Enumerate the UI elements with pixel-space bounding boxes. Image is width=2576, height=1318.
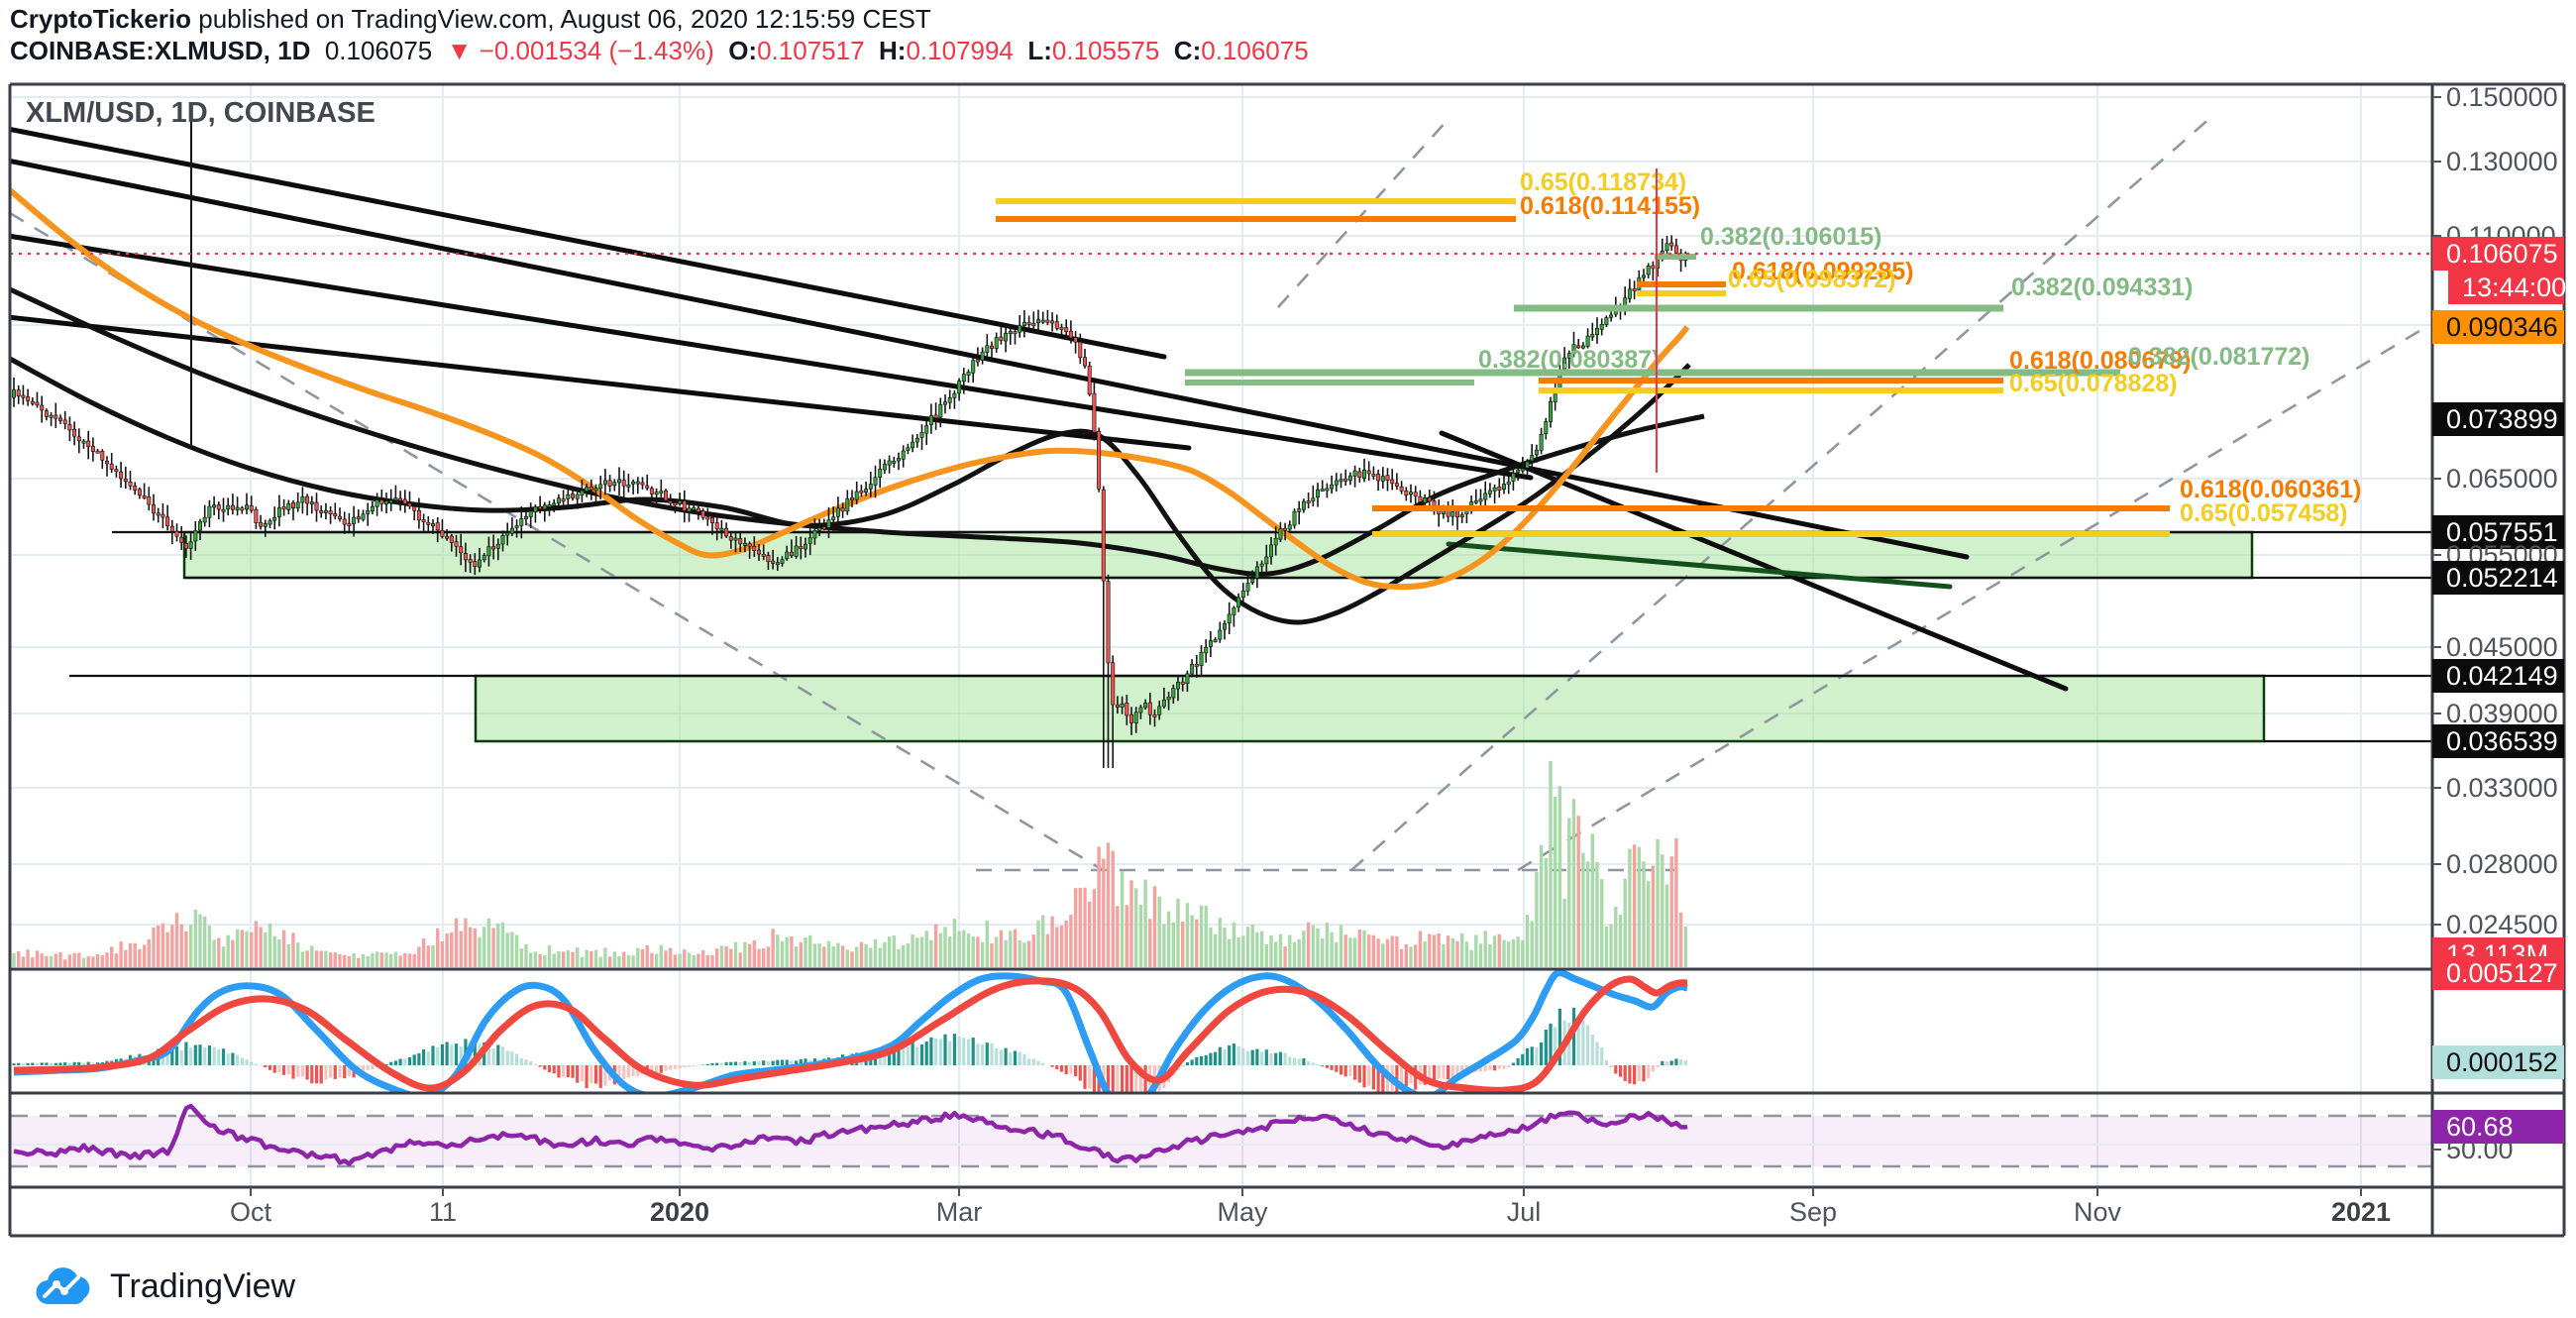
price-axis-label: 13:44:00: [2462, 273, 2566, 302]
price-axis-label: 0.073899: [2446, 404, 2558, 434]
macd-pane: [12, 969, 1688, 1093]
price-axis-label: 60.68: [2446, 1112, 2514, 1142]
publish-header: CryptoTickerio published on TradingView.…: [10, 4, 931, 35]
time-axis-label: Nov: [2074, 1197, 2122, 1227]
time-axis-label: Oct: [230, 1197, 272, 1227]
time-axis-label: Sep: [1789, 1197, 1837, 1227]
low-value: 0.105575: [1051, 36, 1160, 65]
time-axis-label: 2020: [650, 1197, 709, 1227]
publish-info: published on TradingView.com, August 06,…: [191, 4, 931, 34]
price-axis-label: 0.090346: [2446, 312, 2558, 342]
time-axis-label: 2021: [2331, 1197, 2391, 1227]
price-axis-label: 0.045000: [2446, 632, 2558, 662]
time-axis-label: Jul: [1507, 1197, 1542, 1227]
fib-label: 0.65(0.118734): [1520, 168, 1686, 196]
price-axis-label: 0.150000: [2446, 82, 2558, 112]
price-axis-label: 0.057551: [2446, 517, 2558, 547]
price-axis-label: 0.000152: [2446, 1047, 2558, 1077]
fib-label: 0.382(0.106015): [1700, 223, 1881, 251]
fib-label: 0.618(0.060361): [2180, 476, 2361, 503]
symbol-header: COINBASE:XLMUSD, 1D 0.106075 ▼ −0.001534…: [10, 36, 1309, 66]
chart-legend[interactable]: XLM/USD, 1D, COINBASE: [26, 97, 376, 129]
price-axis[interactable]: 0.1500000.1300000.1100000.10607513:44:00…: [2432, 82, 2566, 1164]
fib-label: 0.65(0.057458): [2180, 499, 2348, 527]
chart-frame: [8, 82, 2566, 1238]
fib-label: 0.618(0.114155): [1520, 192, 1700, 220]
price-axis-label: 0.005127: [2446, 958, 2558, 988]
symbol-name[interactable]: COINBASE:XLMUSD, 1D: [10, 36, 311, 65]
time-axis-label: 11: [429, 1197, 457, 1227]
price-axis-label: 0.036539: [2446, 726, 2558, 756]
fib-label: 0.382(0.094331): [2011, 274, 2193, 301]
price-axis-label: 0.033000: [2446, 773, 2558, 803]
price-axis-label: 0.106075: [2446, 239, 2558, 269]
price-axis-label: 0.130000: [2446, 147, 2558, 176]
price-axis-label: 0.065000: [2446, 464, 2558, 494]
fib-label: 0.382(0.080387): [1478, 346, 1660, 374]
close-label: C:: [1173, 36, 1202, 65]
support-zones: [182, 530, 2266, 743]
trendlines[interactable]: [8, 126, 2069, 692]
cloud-chart-icon: [36, 1267, 90, 1305]
author-name: CryptoTickerio: [10, 4, 192, 34]
price-change: ▼ −0.001534 (−1.43%): [446, 36, 714, 65]
high-value: 0.107994: [906, 36, 1014, 65]
rsi-pane: [10, 1103, 2432, 1168]
time-axis[interactable]: Oct 11 2020 Mar May Jul Sep Nov 2021: [230, 1187, 2391, 1227]
vertical-annotations: [190, 107, 1658, 473]
price-axis-label: 0.039000: [2446, 699, 2558, 728]
brand-name: TradingView: [110, 1266, 296, 1305]
price-axis-label: 0.028000: [2446, 849, 2558, 879]
high-label: H:: [879, 36, 907, 65]
fibonacci-levels[interactable]: 0.65(0.118734)0.618(0.114155)0.382(0.106…: [996, 168, 2361, 537]
fib-label: 0.382(0.081772): [2128, 343, 2309, 371]
time-axis-label: Mar: [936, 1197, 983, 1227]
open-label: O:: [728, 36, 758, 65]
close-value: 0.106075: [1201, 36, 1309, 65]
volume-bars: [12, 760, 1687, 967]
fib-label: 0.618(0.099285): [1732, 258, 1913, 285]
price-axis-label: 0.042149: [2446, 661, 2558, 691]
price-axis-label: 0.052214: [2446, 563, 2558, 593]
fib-label: 0.65(0.078828): [2009, 370, 2178, 397]
candles: [12, 235, 1688, 768]
time-axis-label: May: [1217, 1197, 1268, 1227]
price-axis-label: 0.024500: [2446, 910, 2558, 939]
dashed-projection-lines: [10, 116, 2430, 872]
tradingview-footer[interactable]: TradingView: [35, 1264, 295, 1308]
fib-label: 0.65(0.098372): [1728, 266, 1896, 293]
open-value: 0.107517: [757, 36, 865, 65]
fib-label: 0.618(0.080679): [2009, 347, 2191, 375]
last-price: 0.106075: [324, 36, 433, 65]
low-label: L:: [1027, 36, 1052, 65]
